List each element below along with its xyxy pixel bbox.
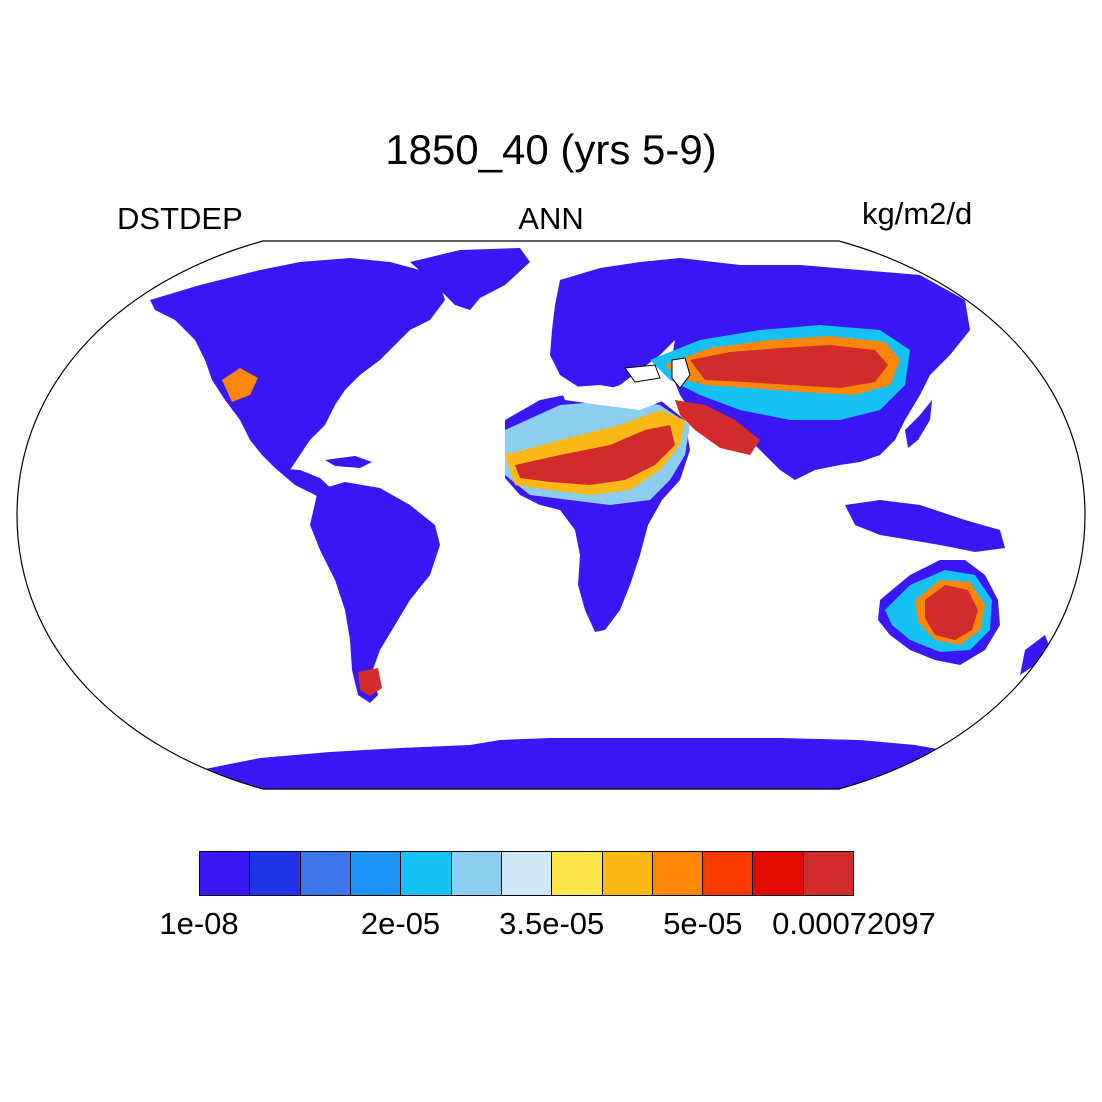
taklamakan-gobi-core — [690, 345, 888, 388]
colorbar-box — [803, 852, 854, 895]
colorbar-box — [300, 852, 351, 895]
colorbar-box — [250, 852, 301, 895]
colorbar-box — [602, 852, 653, 895]
caspian-sea — [671, 357, 691, 389]
variable-label: DSTDEP — [117, 201, 243, 236]
us-southwest-dust — [222, 368, 258, 402]
colorbar-tick-label: 0.00072097 — [772, 906, 936, 941]
season-label: ANN — [518, 201, 584, 236]
europe — [550, 258, 700, 392]
antarctica — [200, 738, 1000, 789]
japan — [905, 400, 932, 448]
colorbar-tick-label: 1e-08 — [159, 906, 239, 941]
colorbar-tick-label: 5e-05 — [663, 906, 743, 941]
mediterranean-sea — [560, 385, 665, 410]
sahara-core — [515, 425, 675, 485]
colorbar-box — [652, 852, 704, 895]
patagonia-dust — [358, 668, 382, 696]
units-label: kg/m2/d — [862, 196, 973, 231]
colorbar-box — [703, 852, 754, 895]
arabia-dust — [675, 400, 760, 455]
colorbar-box — [501, 852, 553, 895]
north-america — [150, 258, 445, 470]
colorbar-box — [451, 852, 502, 895]
greenland — [410, 248, 530, 310]
colorbar-box — [401, 852, 452, 895]
colorbar-box — [753, 852, 804, 895]
colorbar-box — [350, 852, 402, 895]
colorbar — [199, 851, 854, 896]
new-zealand — [1020, 635, 1050, 675]
maritime-southeast-asia — [845, 500, 1005, 552]
australia-core — [925, 585, 978, 640]
colorbar-box — [552, 852, 603, 895]
colorbar-box — [200, 852, 251, 895]
south-america — [310, 482, 440, 703]
colorbar-tick-label: 3.5e-05 — [499, 906, 605, 941]
black-sea — [624, 364, 661, 383]
colorbar-tick-label: 2e-05 — [360, 906, 441, 941]
map-boundary — [16, 240, 1086, 790]
caribbean — [325, 456, 372, 468]
plot-title: 1850_40 (yrs 5-9) — [385, 126, 717, 173]
